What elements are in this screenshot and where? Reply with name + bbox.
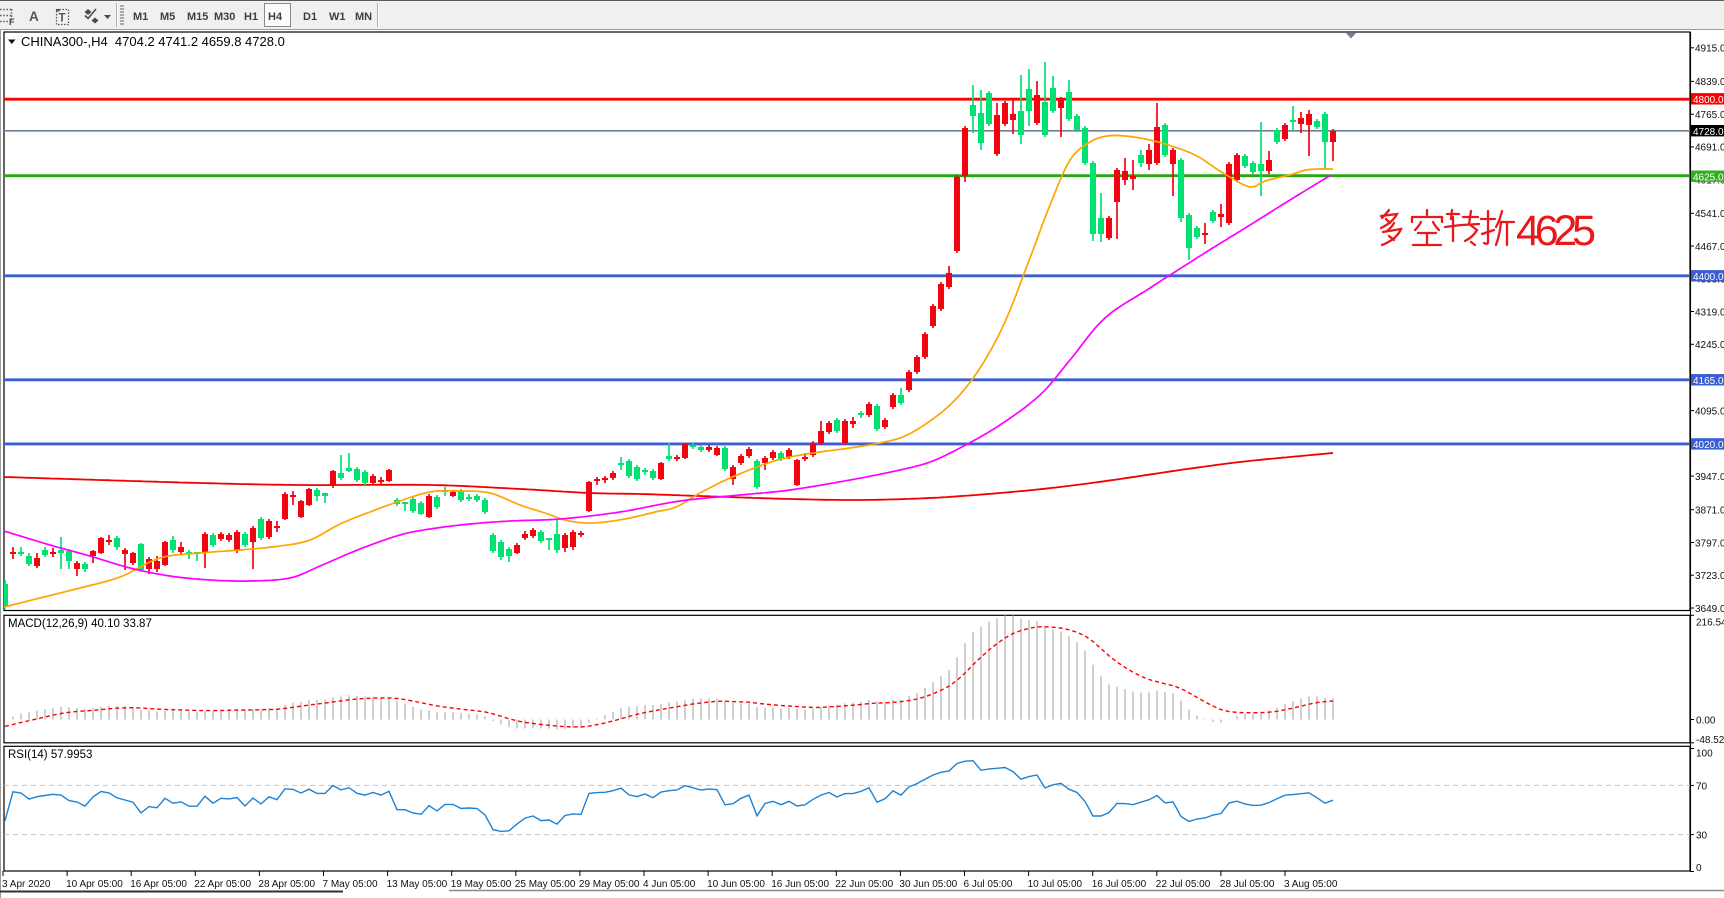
- svg-text:3 Apr 2020: 3 Apr 2020: [2, 879, 51, 890]
- svg-text:MN: MN: [355, 11, 372, 23]
- svg-text:3871.0: 3871.0: [1695, 506, 1724, 517]
- svg-text:22 Jul 05:00: 22 Jul 05:00: [1156, 879, 1211, 890]
- svg-text:M30: M30: [214, 11, 235, 23]
- svg-text:4625: 4625: [1516, 207, 1596, 255]
- svg-text:7 May 05:00: 7 May 05:00: [323, 879, 378, 890]
- svg-text:4691.0: 4691.0: [1695, 143, 1724, 154]
- svg-text:CHINA300-,H4 4704.2 4741.2 46: CHINA300-,H4 4704.2 4741.2 4659.8 4728.0: [21, 34, 285, 49]
- svg-text:6 Jul 05:00: 6 Jul 05:00: [964, 879, 1013, 890]
- svg-text:22 Jun 05:00: 22 Jun 05:00: [835, 879, 893, 890]
- svg-text:F: F: [9, 17, 15, 27]
- svg-text:D1: D1: [303, 11, 317, 23]
- svg-text:4245.0: 4245.0: [1695, 340, 1724, 351]
- svg-text:4915.0: 4915.0: [1695, 44, 1724, 55]
- svg-text:10 Apr 05:00: 10 Apr 05:00: [66, 879, 123, 890]
- svg-text:4728.0: 4728.0: [1693, 127, 1724, 138]
- svg-text:3649.0: 3649.0: [1695, 604, 1724, 615]
- svg-text:T: T: [59, 13, 66, 25]
- svg-text:16 Apr 05:00: 16 Apr 05:00: [130, 879, 187, 890]
- svg-text:10 Jul 05:00: 10 Jul 05:00: [1028, 879, 1083, 890]
- svg-text:MACD(12,26,9) 40.10 33.87: MACD(12,26,9) 40.10 33.87: [8, 618, 152, 630]
- svg-text:4765.0: 4765.0: [1695, 110, 1724, 121]
- svg-text:4319.0: 4319.0: [1695, 307, 1724, 318]
- svg-text:100: 100: [1696, 748, 1713, 759]
- svg-text:A: A: [29, 9, 39, 24]
- svg-text:16 Jul 05:00: 16 Jul 05:00: [1092, 879, 1147, 890]
- svg-text:4400.0: 4400.0: [1693, 272, 1724, 283]
- svg-text:216.54: 216.54: [1696, 617, 1724, 628]
- svg-text:W1: W1: [329, 11, 346, 23]
- svg-text:0.00: 0.00: [1696, 716, 1716, 727]
- svg-text:4541.0: 4541.0: [1695, 209, 1724, 220]
- svg-text:29 May 05:00: 29 May 05:00: [579, 879, 640, 890]
- svg-text:22 Apr 05:00: 22 Apr 05:00: [194, 879, 251, 890]
- svg-text:70: 70: [1696, 781, 1708, 792]
- svg-text:0: 0: [1696, 863, 1702, 874]
- svg-text:16 Jun 05:00: 16 Jun 05:00: [771, 879, 829, 890]
- svg-text:3723.0: 3723.0: [1695, 571, 1724, 582]
- svg-text:4467.0: 4467.0: [1695, 242, 1724, 253]
- svg-text:4 Jun 05:00: 4 Jun 05:00: [643, 879, 696, 890]
- svg-text:4165.0: 4165.0: [1693, 376, 1724, 387]
- svg-text:4800.0: 4800.0: [1693, 95, 1724, 106]
- svg-text:M15: M15: [187, 11, 208, 23]
- svg-text:3797.0: 3797.0: [1695, 538, 1724, 549]
- svg-text:4095.0: 4095.0: [1695, 406, 1724, 417]
- svg-text:H4: H4: [268, 11, 283, 23]
- svg-text:13 May 05:00: 13 May 05:00: [387, 879, 448, 890]
- svg-text:4625.0: 4625.0: [1693, 172, 1724, 183]
- svg-text:28 Apr 05:00: 28 Apr 05:00: [258, 879, 315, 890]
- svg-text:30 Jun 05:00: 30 Jun 05:00: [899, 879, 957, 890]
- svg-text:4020.0: 4020.0: [1693, 440, 1724, 451]
- svg-text:RSI(14) 57.9953: RSI(14) 57.9953: [8, 749, 92, 761]
- svg-text:19 May 05:00: 19 May 05:00: [451, 879, 512, 890]
- svg-text:M5: M5: [160, 11, 175, 23]
- svg-text:4839.0: 4839.0: [1695, 77, 1724, 88]
- svg-text:10 Jun 05:00: 10 Jun 05:00: [707, 879, 765, 890]
- svg-text:3947.0: 3947.0: [1695, 472, 1724, 483]
- svg-text:30: 30: [1696, 831, 1708, 842]
- svg-text:3 Aug 05:00: 3 Aug 05:00: [1284, 879, 1338, 890]
- svg-text:-48.52: -48.52: [1696, 735, 1724, 746]
- svg-text:28 Jul 05:00: 28 Jul 05:00: [1220, 879, 1275, 890]
- svg-text:M1: M1: [133, 11, 148, 23]
- svg-text:25 May 05:00: 25 May 05:00: [515, 879, 576, 890]
- svg-text:H1: H1: [244, 11, 258, 23]
